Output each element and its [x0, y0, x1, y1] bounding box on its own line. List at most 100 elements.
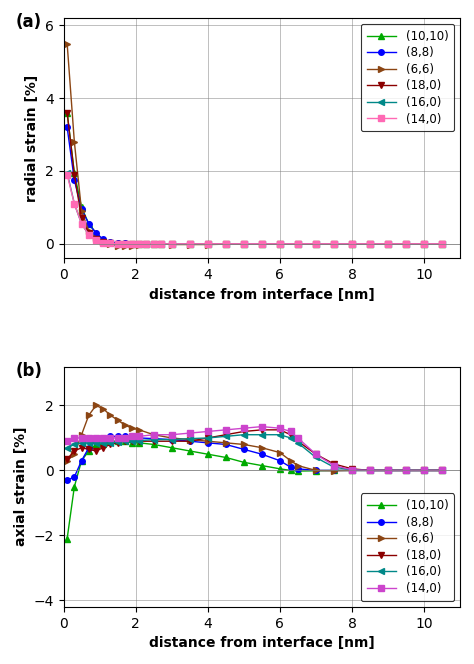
(10,10): [151, 240, 156, 248]
(14,0): [129, 240, 135, 248]
(10,10): [72, 169, 77, 177]
(8,8): [187, 437, 192, 445]
(16,0): [205, 240, 210, 248]
(16,0): [187, 240, 192, 248]
(8,8): [223, 240, 228, 248]
(10,10): [385, 240, 391, 248]
(14,0): [115, 240, 120, 248]
(8,8): [122, 240, 128, 248]
(14,0): [144, 240, 149, 248]
(10,10): [277, 240, 283, 248]
(8,8): [439, 466, 445, 474]
(18,0): [241, 428, 246, 436]
(10,10): [72, 483, 77, 491]
(6,6): [187, 240, 192, 248]
(16,0): [115, 438, 120, 446]
(14,0): [93, 236, 99, 244]
(16,0): [349, 466, 355, 474]
(14,0): [277, 424, 283, 432]
(8,8): [349, 466, 355, 474]
(6,6): [122, 242, 128, 250]
(14,0): [158, 240, 164, 248]
(16,0): [108, 439, 113, 447]
(6,6): [223, 439, 228, 447]
(14,0): [313, 450, 319, 458]
(6,6): [93, 402, 99, 410]
(10,10): [313, 467, 319, 475]
(16,0): [169, 436, 174, 444]
(16,0): [331, 240, 337, 248]
(16,0): [295, 439, 301, 447]
(8,8): [385, 466, 391, 474]
(14,0): [349, 466, 355, 474]
(6,6): [295, 240, 301, 248]
(16,0): [421, 466, 427, 474]
(6,6): [79, 207, 84, 215]
(10,10): [79, 457, 84, 465]
(14,0): [367, 240, 373, 248]
(14,0): [205, 428, 210, 436]
(8,8): [115, 432, 120, 440]
(18,0): [72, 447, 77, 455]
(6,6): [137, 426, 142, 434]
(16,0): [122, 437, 128, 445]
(6,6): [385, 466, 391, 474]
(18,0): [158, 240, 164, 248]
(14,0): [79, 434, 84, 442]
(16,0): [100, 439, 106, 447]
(10,10): [137, 240, 142, 248]
(6,6): [385, 240, 391, 248]
(8,8): [64, 124, 70, 131]
(10,10): [241, 458, 246, 466]
(8,8): [331, 240, 337, 248]
(8,8): [385, 240, 391, 248]
(14,0): [331, 461, 337, 469]
(6,6): [151, 431, 156, 439]
(18,0): [144, 240, 149, 248]
Y-axis label: axial strain [%]: axial strain [%]: [14, 427, 28, 546]
(6,6): [129, 424, 135, 432]
(14,0): [64, 171, 70, 179]
(6,6): [295, 461, 301, 469]
(16,0): [385, 240, 391, 248]
(10,10): [205, 450, 210, 458]
(18,0): [313, 450, 319, 458]
(10,10): [169, 444, 174, 452]
(16,0): [313, 240, 319, 248]
(8,8): [277, 240, 283, 248]
Legend: (10,10), (8,8), (6,6), (18,0), (16,0), (14,0): (10,10), (8,8), (6,6), (18,0), (16,0), (…: [361, 24, 454, 131]
(14,0): [137, 240, 142, 248]
(10,10): [137, 439, 142, 447]
(14,0): [108, 240, 113, 248]
(16,0): [241, 431, 246, 439]
(8,8): [100, 236, 106, 244]
(16,0): [151, 240, 156, 248]
(8,8): [349, 240, 355, 248]
(10,10): [367, 466, 373, 474]
(18,0): [93, 447, 99, 455]
(6,6): [151, 240, 156, 248]
(10,10): [79, 203, 84, 211]
(16,0): [169, 240, 174, 248]
(18,0): [169, 437, 174, 445]
(6,6): [72, 450, 77, 458]
(18,0): [79, 214, 84, 222]
(6,6): [241, 240, 246, 248]
(14,0): [151, 431, 156, 439]
X-axis label: distance from interface [nm]: distance from interface [nm]: [149, 288, 375, 301]
(10,10): [313, 240, 319, 248]
(16,0): [137, 240, 142, 248]
(10,10): [187, 447, 192, 455]
(18,0): [385, 466, 391, 474]
(14,0): [187, 240, 192, 248]
(14,0): [72, 200, 77, 208]
(16,0): [144, 240, 149, 248]
(8,8): [86, 444, 91, 452]
(8,8): [259, 240, 264, 248]
(18,0): [64, 455, 70, 463]
(16,0): [259, 431, 264, 439]
(8,8): [151, 435, 156, 443]
Line: (18,0): (18,0): [64, 427, 445, 473]
(14,0): [115, 434, 120, 442]
(6,6): [79, 431, 84, 439]
